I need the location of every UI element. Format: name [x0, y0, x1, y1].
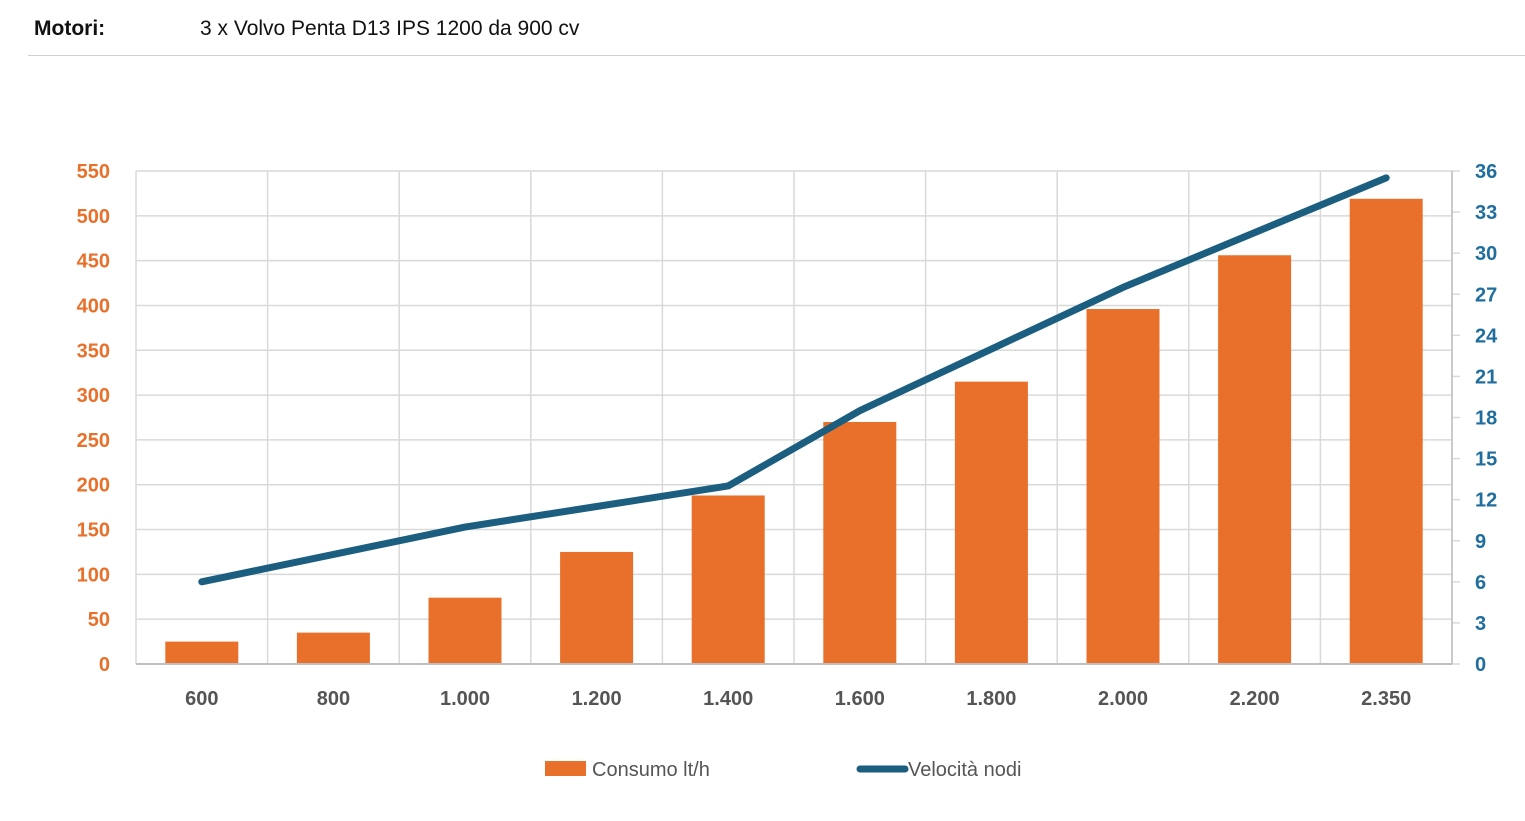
bar: [296, 632, 370, 664]
bar: [1086, 309, 1160, 664]
bar: [691, 495, 765, 664]
y-left-tick-label: 100: [77, 564, 110, 586]
y-left-tick-label: 450: [77, 251, 110, 273]
y-left-tick-label: 50: [88, 609, 110, 631]
y-right-tick-label: 33: [1475, 202, 1497, 224]
legend-bar-swatch: [545, 761, 586, 776]
bar: [560, 551, 634, 664]
y-right-tick-label: 6: [1475, 572, 1486, 594]
y-right-tick-label: 3: [1475, 613, 1486, 635]
y-right-tick-label: 27: [1475, 284, 1497, 306]
x-tick-label: 2.350: [1361, 688, 1411, 710]
speed-line: [198, 174, 1390, 586]
y-right-tick-label: 9: [1475, 531, 1486, 553]
x-tick-label: 2.200: [1230, 688, 1280, 710]
y-left-tick-label: 550: [77, 161, 110, 183]
x-tick-label: 1.200: [572, 688, 622, 710]
y-right-tick-label: 0: [1475, 654, 1486, 676]
y-right-tick-label: 12: [1475, 490, 1497, 512]
legend-line-label: Velocità nodi: [908, 759, 1021, 781]
y-right-tick-label: 24: [1475, 325, 1498, 347]
x-tick-label: 1.800: [966, 688, 1016, 710]
axes: 0501001502002503003504004505005500369121…: [77, 161, 1498, 710]
x-tick-label: 1.000: [440, 688, 490, 710]
y-left-tick-label: 350: [77, 340, 110, 362]
y-right-tick-label: 15: [1475, 449, 1497, 471]
y-left-tick-label: 200: [77, 475, 110, 497]
y-right-tick-label: 36: [1475, 161, 1497, 183]
engine-label: Motori:: [34, 17, 106, 40]
y-left-tick-label: 250: [77, 430, 110, 452]
y-left-tick-label: 500: [77, 206, 110, 228]
engine-header: Motori: 3 x Volvo Penta D13 IPS 1200 da …: [0, 0, 1525, 56]
x-tick-label: 1.400: [703, 688, 753, 710]
bar: [165, 641, 239, 664]
x-tick-label: 600: [185, 688, 218, 710]
y-right-tick-label: 30: [1475, 243, 1497, 265]
line-series: [198, 174, 1390, 586]
bar: [823, 421, 897, 664]
legend: Consumo lt/h Velocità nodi: [545, 759, 1021, 781]
legend-bar-label: Consumo lt/h: [592, 759, 710, 781]
bar-series: [165, 198, 1423, 664]
y-left-tick-label: 400: [77, 295, 110, 317]
bar: [1218, 255, 1292, 664]
engine-value: 3 x Volvo Penta D13 IPS 1200 da 900 cv: [200, 17, 580, 40]
bar: [428, 597, 502, 664]
y-left-tick-label: 150: [77, 520, 110, 542]
y-left-tick-label: 300: [77, 385, 110, 407]
bar: [1349, 198, 1423, 664]
y-right-tick-label: 18: [1475, 408, 1497, 430]
bar: [954, 381, 1028, 664]
x-tick-label: 800: [317, 688, 350, 710]
x-tick-label: 2.000: [1098, 688, 1148, 710]
y-left-tick-label: 0: [99, 654, 110, 676]
header-divider: [28, 55, 1525, 56]
x-tick-label: 1.600: [835, 688, 885, 710]
y-right-tick-label: 21: [1475, 366, 1497, 388]
